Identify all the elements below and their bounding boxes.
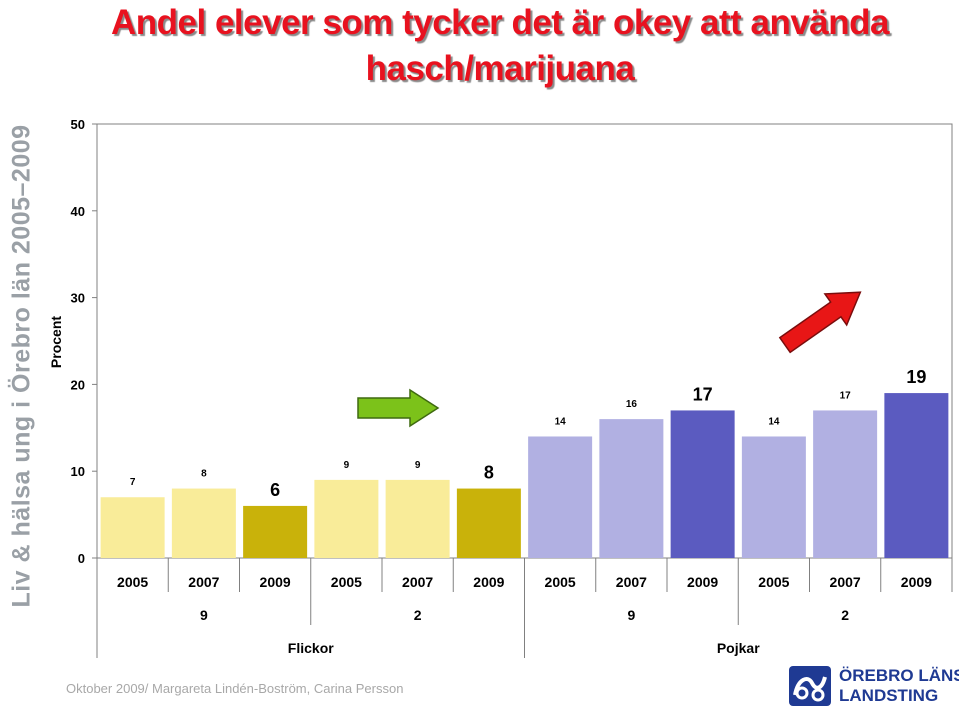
data-label: 17	[840, 390, 852, 401]
x-tick-label: 2007	[830, 574, 861, 590]
bar	[670, 410, 735, 558]
data-label: 9	[344, 460, 350, 471]
gender-label: Flickor	[288, 640, 334, 656]
y-tick-label: 10	[71, 464, 85, 479]
y-tick-label: 30	[71, 291, 85, 306]
x-tick-label: 2007	[188, 574, 219, 590]
logo-text-line2: LANDSTING	[839, 686, 939, 705]
y-tick-label: 40	[71, 204, 85, 219]
green-arrow-shape	[357, 388, 440, 428]
data-label: 8	[201, 469, 207, 480]
x-tick-label: 2005	[331, 574, 362, 590]
group-label: 2	[841, 607, 849, 623]
bar	[385, 479, 450, 558]
bar	[741, 436, 806, 558]
data-label: 19	[906, 367, 926, 387]
group-label: 9	[200, 607, 208, 623]
x-tick-label: 2009	[473, 574, 504, 590]
bar	[243, 505, 308, 558]
bar	[456, 488, 521, 558]
x-tick-label: 2007	[402, 574, 433, 590]
green-arrow-icon	[357, 388, 440, 428]
x-tick-label: 2005	[545, 574, 576, 590]
data-label: 7	[130, 477, 136, 488]
x-tick-label: 2009	[687, 574, 718, 590]
footer-credit: Oktober 2009/ Margareta Lindén-Boström, …	[66, 681, 404, 696]
data-label: 14	[768, 416, 780, 427]
x-tick-label: 2009	[901, 574, 932, 590]
y-tick-label: 20	[71, 377, 85, 392]
group-label: 2	[414, 607, 422, 623]
x-tick-label: 2005	[117, 574, 148, 590]
x-tick-label: 2005	[758, 574, 789, 590]
group-label: 9	[627, 607, 635, 623]
logo-text-line1: ÖREBRO LÄNS	[839, 666, 959, 685]
bar	[884, 393, 949, 558]
x-tick-label: 2009	[260, 574, 291, 590]
data-label: 9	[415, 460, 421, 471]
data-label: 8	[484, 463, 494, 483]
red-arrow-shape	[778, 291, 862, 354]
data-label: 6	[270, 480, 280, 500]
red-arrow-icon	[778, 291, 862, 354]
bar	[314, 479, 379, 558]
data-label: 14	[555, 416, 567, 427]
bar	[528, 436, 593, 558]
y-tick-label: 50	[71, 117, 85, 132]
slide-title: Andel elever som tycker det är okey att …	[111, 3, 889, 88]
orebro-lans-landsting-logo-icon	[789, 666, 831, 706]
gender-label: Pojkar	[717, 640, 760, 656]
bar	[813, 410, 878, 558]
bar	[100, 497, 165, 558]
bar	[599, 419, 664, 558]
data-label: 17	[693, 384, 713, 404]
bar	[171, 488, 236, 558]
x-tick-label: 2007	[616, 574, 647, 590]
data-label: 16	[626, 399, 638, 410]
y-tick-label: 0	[78, 551, 85, 566]
logo: ÖREBRO LÄNS LANDSTING	[788, 663, 959, 709]
